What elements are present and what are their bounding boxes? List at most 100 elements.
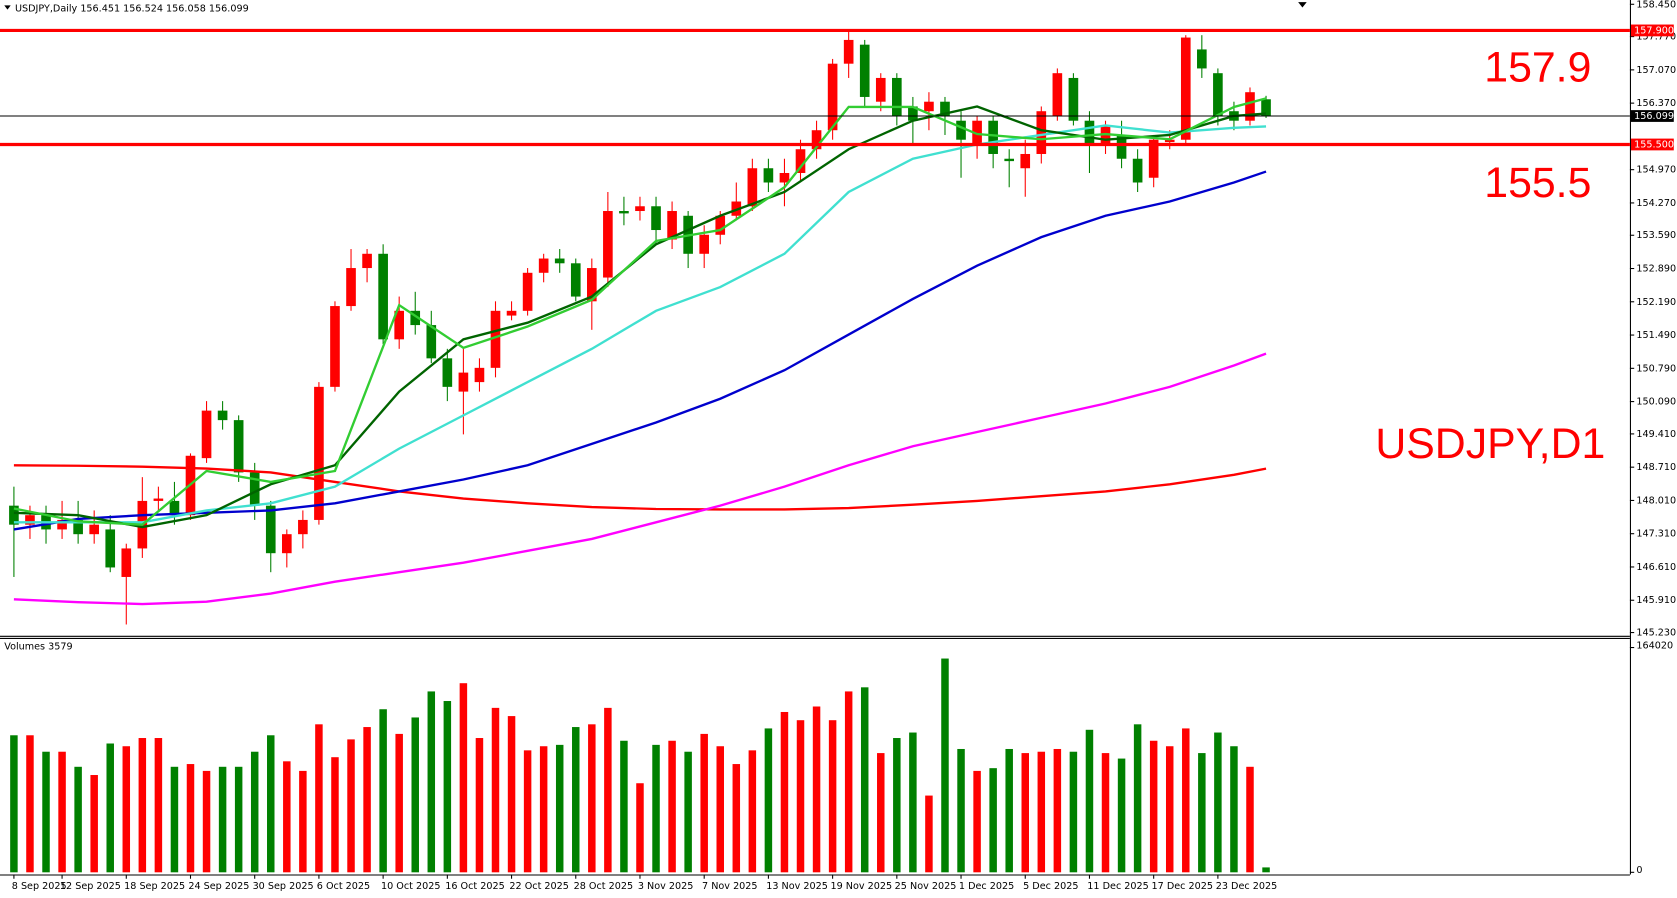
x-tick-label: 8 Sep 2025 [12,881,67,892]
y-tick-label: 149.410 [1636,429,1676,440]
volume-bar [860,687,869,873]
candle-body [1261,99,1271,117]
candle-body [474,367,485,383]
candle-body [506,310,517,316]
volume-bar [539,746,548,873]
annotation: 155.5 [1484,159,1591,207]
candle-body [988,120,998,154]
volume-bar [74,766,82,873]
candle-body [233,420,244,473]
x-tick-label: 28 Oct 2025 [574,881,634,892]
volume-bar [1182,728,1190,873]
volume-title: Volumes 3579 [4,641,72,652]
price-level-label: 157.900 [1634,25,1674,36]
x-tick-label: 6 Oct 2025 [317,881,370,892]
candle-body [587,268,597,302]
volume-bar [315,724,323,873]
volume-bar [620,740,628,873]
y-tick-label: 152.190 [1636,297,1676,308]
header-icon [4,5,11,10]
volume-bar [42,751,50,873]
candle-body [298,519,308,535]
volume-bar [507,716,516,873]
volume-bar [812,706,821,873]
x-tick-label: 7 Nov 2025 [702,881,758,892]
x-tick-label: 18 Sep 2025 [124,881,185,892]
volume-tick-label: 164020 [1636,640,1673,651]
candle-body [330,306,340,387]
volume-bar [1085,729,1094,873]
volume-bar [668,740,676,873]
price-level-label: 156.099 [1634,111,1674,122]
candle-body [1068,77,1079,121]
candle-body [795,149,806,173]
x-tick-label: 25 Nov 2025 [895,881,957,892]
x-tick-label: 23 Dec 2025 [1216,881,1277,892]
y-tick-label: 152.890 [1636,264,1676,275]
volume-bar [828,720,837,873]
volume-bar [1198,753,1206,873]
volume-bar [58,751,66,873]
volume-bar [909,732,917,873]
annotation: USDJPY,D1 [1375,420,1605,468]
y-tick-label: 157.770 [1636,32,1676,43]
y-tick-label: 148.710 [1636,462,1676,473]
x-tick-label: 11 Dec 2025 [1087,881,1148,892]
candle-body [346,268,356,307]
volume-bar [748,750,757,873]
y-tick-label: 146.610 [1636,562,1676,573]
candle-body [57,519,67,530]
volume-bar [427,691,436,873]
candle-body [9,505,19,525]
moving-average [13,464,1267,511]
candle-body [827,63,838,131]
candle-body [522,272,533,311]
candle-body [779,172,790,183]
candle-body [1036,111,1047,154]
volume-bar [1069,751,1078,873]
candle-body [201,410,212,459]
candle-body [570,263,581,297]
moving-average [13,97,1267,526]
volume-bar [411,717,419,873]
candle-body [89,524,99,535]
volume-bar [363,727,371,873]
chart-header: USDJPY,Daily 156.451 156.524 156.058 156… [15,4,249,15]
volume-bar [10,735,18,873]
candle-body [314,386,324,520]
x-tick-label: 5 Dec 2025 [1023,881,1078,892]
volume-bar [234,766,243,873]
volume-bar [1246,766,1254,873]
volume-bar [588,724,596,873]
volume-bar [716,746,724,873]
volume-bar [941,658,949,873]
candle-body [1180,37,1191,140]
moving-average [13,170,1267,531]
volume-bar [844,691,853,873]
candle-body [554,258,565,264]
y-tick-label: 158.450 [1636,0,1676,10]
volume-bar [893,738,901,873]
candle-body [603,211,613,278]
candle-body [153,498,164,501]
volume-bar [154,738,163,873]
volume-bar [989,768,997,873]
volume-bar [925,795,933,873]
candle-body [1020,153,1031,169]
volume-bar [555,744,564,873]
moving-average [13,352,1267,606]
x-tick-label: 13 Nov 2025 [766,881,828,892]
volume-bar [170,766,179,873]
volume-bar [523,750,532,873]
y-tick-label: 145.910 [1636,595,1676,606]
candle-body [538,258,549,273]
volume-bar [491,707,500,873]
volume-bar [764,728,773,873]
x-tick-label: 24 Sep 2025 [188,881,249,892]
volume-bar [475,738,484,873]
volume-bar [106,743,114,873]
volume-bar [250,751,259,873]
y-tick-label: 153.590 [1636,230,1676,241]
